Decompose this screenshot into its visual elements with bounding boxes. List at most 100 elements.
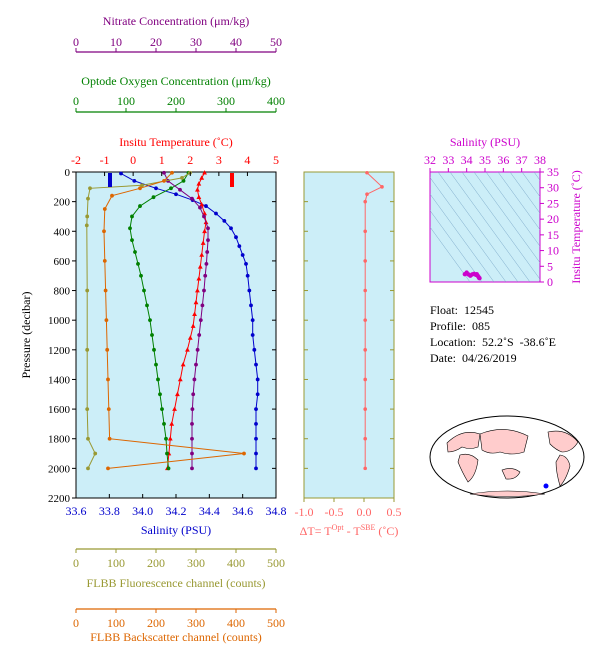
fluorescence-tick-label: 300 [187, 556, 205, 570]
oxygen-point [160, 407, 164, 411]
map-land-north-america [547, 430, 579, 453]
ts-x-tick-label: 38 [534, 153, 546, 167]
pressure-tick-label: 1000 [48, 315, 71, 327]
fluorescence-point [85, 407, 90, 411]
backscatter-point [106, 377, 110, 382]
fluorescence-tick-label: 400 [227, 556, 245, 570]
oxygen-point [156, 377, 160, 382]
ts-series-group [462, 270, 482, 281]
oxygen-point [130, 214, 134, 219]
main-plot: 0200400600800100012001400160018002000220… [19, 14, 287, 644]
pressure-tick-label: 800 [54, 286, 71, 298]
delta-t-plot: -1.0 -0.5 0.0 0.5 ΔT= TOpt - TSBE (˚C) [295, 170, 402, 538]
nitrate-point [190, 422, 194, 426]
fluorescence-tick-label: 0 [73, 556, 79, 570]
ts-plot-area [429, 171, 541, 283]
delta-t-point [380, 185, 384, 189]
delta-t-point [363, 288, 368, 293]
ts-density-contour [509, 172, 540, 214]
temperature-point [196, 181, 202, 186]
pressure-tick-label: 0 [65, 167, 71, 179]
temperature-point [199, 175, 205, 180]
oxygen-point [162, 422, 166, 426]
pressure-tick-label: 2000 [48, 463, 71, 475]
salinity-point [254, 407, 258, 411]
delta-t-axes-group: -1.0 -0.5 0.0 0.5 ΔT= TOpt - TSBE (˚C) [295, 171, 402, 538]
salinity-point [249, 303, 253, 308]
salinity-point [244, 261, 248, 266]
backscatter-point [102, 207, 107, 211]
oxygen-point [142, 288, 146, 293]
nitrate-point [206, 238, 210, 243]
ts-density-contours [430, 172, 540, 282]
backscatter-tick-label: 200 [147, 616, 165, 630]
ts-density-contour [497, 172, 540, 231]
oxygen-point [181, 178, 186, 183]
salinity-point [234, 235, 238, 240]
temperature-point [200, 240, 206, 245]
ts-x-tick-label: 37 [516, 153, 528, 167]
oxygen-point [138, 204, 142, 208]
temperature-point [177, 376, 183, 382]
salinity-point [255, 392, 260, 397]
backscatter-axis-label: FLBB Backscatter channel (counts) [90, 630, 262, 644]
temperature-point [197, 264, 203, 269]
salinity-point [222, 219, 227, 223]
delta-t-tick-label: 0.5 [387, 505, 402, 519]
ts-density-contour [521, 172, 540, 198]
temperature-point [175, 391, 180, 397]
oxygen-point [150, 333, 154, 337]
nitrate-point [204, 261, 209, 266]
nitrate-point [198, 318, 203, 323]
ts-density-contour [449, 172, 531, 282]
backscatter-point [170, 170, 174, 175]
ts-y-tick-label: 5 [547, 259, 553, 273]
ts-density-contour [461, 172, 540, 280]
oxygen-point [154, 362, 158, 367]
fluorescence-point [85, 288, 90, 293]
ts-point [477, 276, 482, 281]
ts-x-tick-label: 32 [424, 153, 436, 167]
oxygen-point [152, 347, 156, 352]
temperature-point [196, 276, 202, 281]
oxygen-point [165, 451, 169, 456]
ts-density-contour [437, 172, 519, 282]
backscatter-point [103, 288, 108, 293]
salinity-tick-label: 33.8 [99, 504, 120, 518]
nitrate-tick-label: 20 [150, 35, 162, 49]
delta-t-label-part: Opt [332, 523, 345, 532]
fluorescence-tick-label: 100 [107, 556, 125, 570]
nitrate-point [194, 362, 198, 367]
temperature-point [172, 406, 177, 411]
backscatter-tick-label: 400 [227, 616, 245, 630]
backscatter-tick-label: 500 [267, 616, 285, 630]
ts-density-contour [430, 226, 471, 282]
pressure-tick-label: 200 [54, 197, 71, 209]
nitrate-point [206, 226, 210, 231]
fluorescence-tick-label: 200 [147, 556, 165, 570]
pressure-tick-label: 2200 [48, 493, 71, 505]
salinity-axis-label: Salinity (PSU) [141, 523, 211, 537]
nitrate-series [162, 170, 210, 471]
backscatter-tick-label: 0 [73, 616, 79, 630]
ts-y-axis-label: Insitu Temperature (˚C) [569, 170, 583, 284]
fluorescence-point [85, 347, 90, 352]
nitrate-tick-label: 30 [190, 35, 202, 49]
temperature-tick-label: -1 [100, 153, 110, 167]
backscatter-point [107, 436, 112, 441]
nitrate-point [190, 466, 194, 471]
temperature-tick-label: 3 [216, 153, 222, 167]
nitrate-tick-label: 10 [110, 35, 122, 49]
ts-x-axis-label: Salinity (PSU) [450, 135, 520, 149]
salinity-point [250, 333, 255, 337]
location: Location: 52.2˚S -38.6˚E [430, 335, 556, 349]
fluorescence-point [180, 176, 184, 180]
fluorescence-point [86, 196, 90, 201]
delta-t-label-part: ΔT= T [300, 524, 333, 538]
nitrate-point [162, 170, 166, 175]
temperature-point [193, 299, 199, 305]
temperature-surface-marker [230, 173, 234, 187]
nitrate-profile-line [163, 172, 209, 469]
ts-x-tick-label: 33 [442, 153, 454, 167]
